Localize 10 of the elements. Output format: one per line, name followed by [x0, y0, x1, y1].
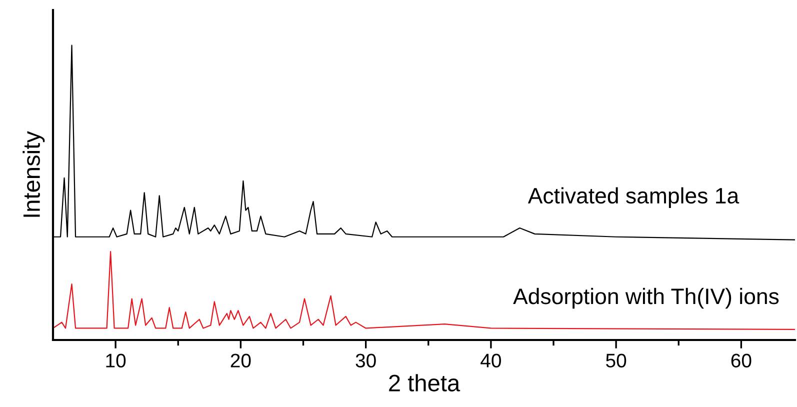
- x-tick-label: 30: [356, 354, 376, 368]
- x-tick-label: 50: [606, 354, 626, 368]
- y-axis-title: Intensity: [22, 131, 45, 217]
- series-label: Adsorption with Th(IV) ions: [513, 288, 779, 309]
- x-tick-label: 20: [230, 354, 251, 368]
- x-axis-title: 2 theta: [389, 374, 460, 392]
- x-tick-label: 40: [480, 354, 501, 368]
- x-tick-label: 60: [731, 354, 752, 368]
- series-label: Activated samples 1a: [528, 187, 740, 208]
- x-tick-label: 10: [106, 354, 126, 368]
